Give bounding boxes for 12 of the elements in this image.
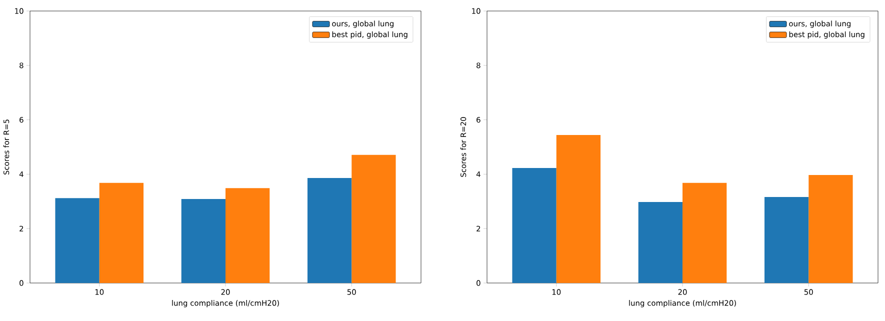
bar xyxy=(682,182,727,283)
bar xyxy=(55,198,100,283)
bar xyxy=(556,135,601,283)
bar xyxy=(226,188,270,283)
bar xyxy=(181,198,226,283)
bar xyxy=(764,197,809,283)
bar xyxy=(512,168,556,283)
bar xyxy=(307,178,352,283)
bar xyxy=(99,182,144,283)
bar xyxy=(638,202,683,283)
bar xyxy=(808,175,853,283)
bar xyxy=(352,154,396,283)
